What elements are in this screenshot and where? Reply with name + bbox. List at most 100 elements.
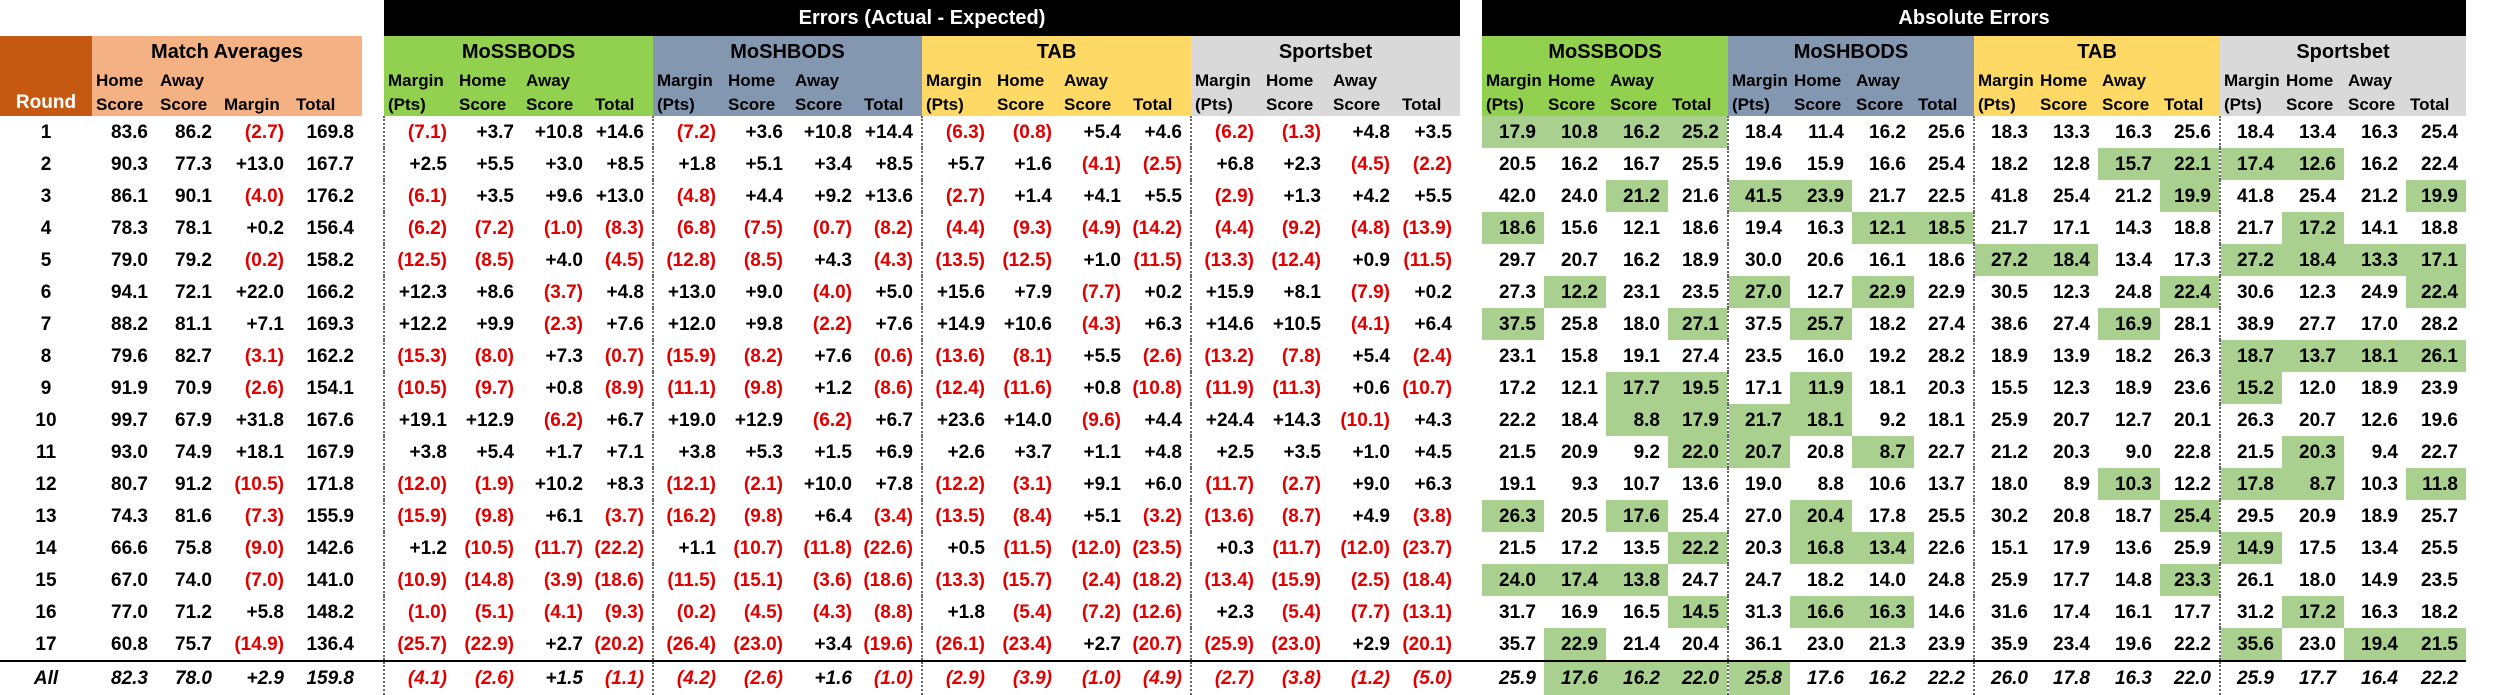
- error-cell: (23.4): [1002, 633, 1052, 655]
- error-cell: +0.5: [921, 532, 993, 564]
- abs-error-cell: 17.7: [2282, 660, 2344, 695]
- err-subheader: (Pts): [653, 92, 724, 116]
- abs-error-cell: 9.3: [1571, 473, 1598, 495]
- gap-cell: [362, 372, 384, 404]
- abs-error-cell: 38.6: [1973, 308, 2036, 340]
- error-cell: +4.8: [606, 281, 644, 303]
- abs-error-cell: 31.7: [1499, 601, 1536, 623]
- error-cell: (7.7): [1350, 601, 1390, 623]
- error-cell: (12.0): [1340, 537, 1390, 559]
- abs-error-cell: 15.2: [2219, 372, 2282, 404]
- abs-error-cell: 16.1: [1869, 249, 1906, 271]
- abs-error-cell: 17.8: [2036, 660, 2098, 695]
- abs-error-cell: 31.6: [1973, 596, 2036, 628]
- error-cell: +3.6: [745, 121, 783, 143]
- abs-error-cell: 18.1: [1869, 377, 1906, 399]
- error-cell: (8.9): [604, 377, 644, 399]
- abs-error-cell: 25.5: [2421, 537, 2458, 559]
- error-cell: (25.7): [383, 628, 455, 661]
- error-cell: +10.0: [803, 473, 852, 495]
- error-cell: (5.1): [474, 601, 514, 623]
- error-cell: +9.0: [745, 281, 783, 303]
- error-cell: (2.3): [543, 313, 583, 335]
- abs-error-cell: 22.2: [1914, 660, 1974, 695]
- abs-error-cell: 41.8: [1973, 180, 2036, 212]
- abs-error-cell: 17.9: [1668, 404, 1728, 436]
- abs-error-cell: 38.9: [2219, 308, 2282, 340]
- gap-cell: [362, 436, 384, 468]
- error-cell: +1.3: [1283, 185, 1321, 207]
- abs-subheader: [2406, 68, 2466, 92]
- err-tab-header: TAB: [922, 36, 1191, 68]
- abs-error-cell: 23.1: [1499, 345, 1536, 367]
- err-subheader: Margin: [1191, 68, 1262, 92]
- match-average-cell: +22.0: [235, 281, 284, 303]
- match-average-cell: +13.0: [235, 153, 284, 175]
- error-cell: +1.4: [1014, 185, 1052, 207]
- error-cell: (19.6): [863, 633, 913, 655]
- abs-subheader: Margin: [1728, 68, 1790, 92]
- error-cell: (22.6): [863, 537, 913, 559]
- err-subheader: (Pts): [922, 92, 993, 116]
- error-cell: +2.6: [921, 436, 993, 468]
- error-cell: (3.1): [1012, 473, 1052, 495]
- error-cell: (23.0): [1271, 633, 1321, 655]
- gap-cell: [1460, 92, 1482, 116]
- error-cell: (0.7): [812, 217, 852, 239]
- match-averages-subheader: Score: [156, 92, 220, 116]
- abs-error-cell: 11.8: [2406, 468, 2466, 500]
- error-cell: (7.9): [1350, 281, 1390, 303]
- error-cell: +4.0: [545, 249, 583, 271]
- error-cell: (4.5): [743, 601, 783, 623]
- error-cell: +3.0: [545, 153, 583, 175]
- abs-error-cell: 17.2: [1561, 537, 1598, 559]
- error-cell: +6.9: [875, 441, 913, 463]
- abs-error-cell: 21.2: [1606, 180, 1668, 212]
- abs-error-cell: 27.0: [1727, 500, 1790, 532]
- abs-error-cell: 21.5: [1499, 537, 1536, 559]
- abs-error-cell: 12.0: [2299, 377, 2336, 399]
- error-cell: +5.5: [1144, 185, 1182, 207]
- match-average-cell: 80.7: [111, 473, 148, 495]
- table-row: 12 80.7 91.2 (10.5) 171.8 (12.0) (1.9) +10.2 +8.…: [0, 468, 2466, 500]
- gap-cell: [1460, 308, 1482, 340]
- table-row: 17 60.8 75.7 (14.9) 136.4 (25.7) (22.9) +2.7 (20…: [0, 628, 2466, 661]
- match-average-cell: 142.6: [306, 537, 354, 559]
- abs-error-cell: 27.2: [1973, 244, 2036, 276]
- abs-error-cell: 19.2: [1869, 345, 1906, 367]
- abs-error-cell: 22.9: [1928, 281, 1965, 303]
- error-cell: (5.0): [1398, 660, 1460, 695]
- error-cell: +10.6: [1003, 313, 1052, 335]
- table-row: 14 66.6 75.8 (9.0) 142.6 +1.2 (10.5) (11.7) (22.…: [0, 532, 2466, 564]
- error-cell: (6.2): [383, 212, 455, 244]
- error-cell: (4.8): [1350, 217, 1390, 239]
- abs-error-cell: 26.1: [2406, 340, 2466, 372]
- error-cell: +10.8: [534, 121, 583, 143]
- error-cell: +1.6: [791, 660, 860, 695]
- error-cell: +3.4: [814, 153, 852, 175]
- error-cell: +9.9: [476, 313, 514, 335]
- err-subheader: [860, 68, 922, 92]
- error-cell: +2.9: [1352, 633, 1390, 655]
- abs-error-cell: 17.1: [2053, 217, 2090, 239]
- gap-cell: [1460, 116, 1482, 148]
- error-cell: (15.9): [1271, 569, 1321, 591]
- gap-cell: [1460, 596, 1482, 628]
- abs-error-cell: 23.6: [2174, 377, 2211, 399]
- match-average-cell: 66.6: [111, 537, 148, 559]
- match-average-cell: 90.3: [111, 153, 148, 175]
- error-cell: (7.8): [1281, 345, 1321, 367]
- error-cell: (11.5): [1003, 537, 1052, 559]
- error-cell: +0.2: [1414, 281, 1452, 303]
- match-average-cell: 71.2: [175, 601, 212, 623]
- match-averages-subheader: Home: [92, 68, 156, 92]
- error-cell: (20.1): [1402, 633, 1452, 655]
- error-cell: (7.5): [743, 217, 783, 239]
- abs-error-cell: 20.3: [2053, 441, 2090, 463]
- match-average-cell: 141.0: [306, 569, 354, 591]
- error-cell: +12.9: [734, 409, 783, 431]
- table-row: 8 79.6 82.7 (3.1) 162.2 (15.3) (8.0) +7.3 (0.7) (…: [0, 340, 2466, 372]
- error-cell: (4.9): [1129, 660, 1191, 695]
- abs-subheader: Score: [1852, 92, 1914, 116]
